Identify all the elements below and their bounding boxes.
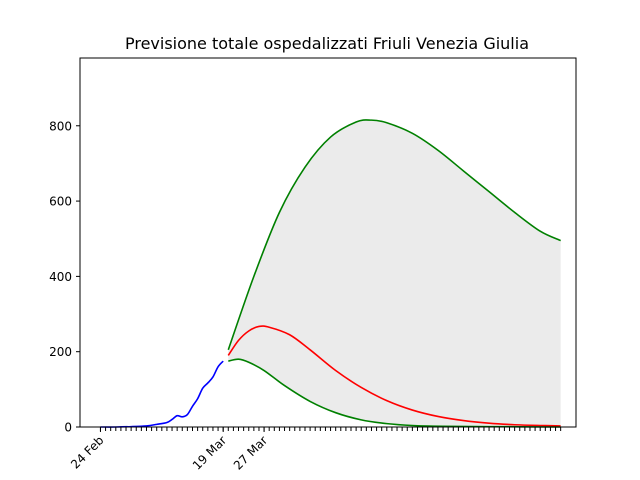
- plot-frame: [79, 57, 577, 428]
- x-axis: 24 Feb 19 Mar 27 Mar: [68, 427, 562, 473]
- series-line-observed: [100, 360, 224, 428]
- x-tick-label: 24 Feb: [68, 433, 106, 471]
- y-tick-label: 200: [49, 345, 72, 359]
- x-tick-label: 19 Mar: [190, 433, 229, 472]
- series-line-green-upper: [227, 119, 561, 351]
- series-line-green-lower: [228, 358, 561, 428]
- x-tick-label: 27 Mar: [231, 433, 270, 472]
- series-line-red-central: [227, 325, 561, 427]
- chart-title: Previsione totale ospedalizzati Friuli V…: [125, 34, 529, 53]
- y-tick-label: 400: [49, 270, 72, 284]
- y-tick-label: 800: [49, 119, 72, 133]
- y-tick-label: 0: [64, 421, 72, 435]
- y-tick-label: 600: [49, 195, 72, 209]
- plot-area: [100, 119, 561, 428]
- y-axis: 0 200 400 600 800: [49, 119, 80, 435]
